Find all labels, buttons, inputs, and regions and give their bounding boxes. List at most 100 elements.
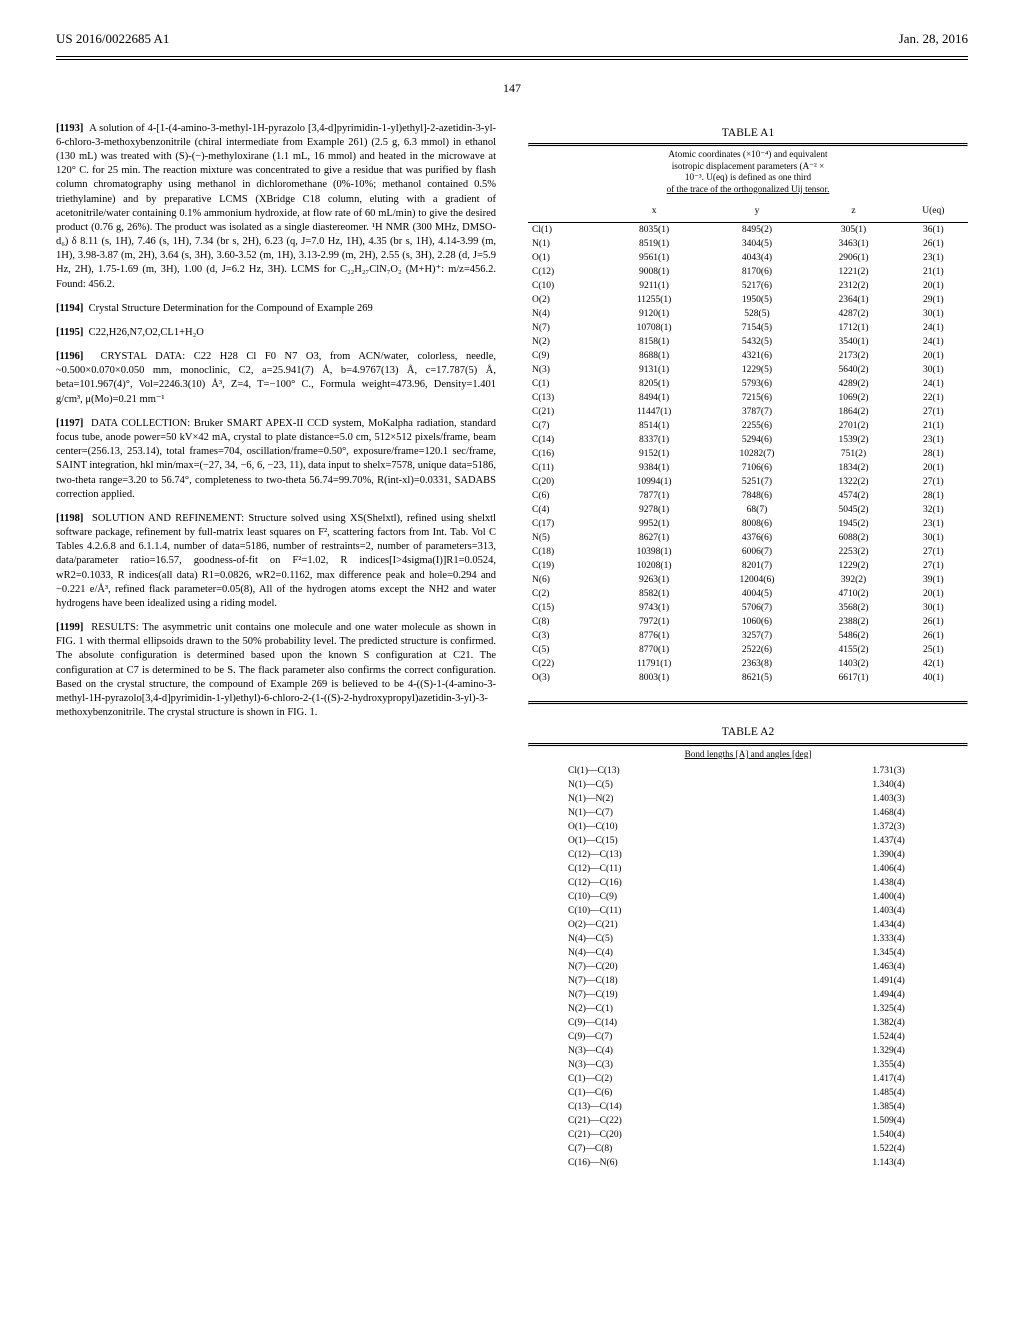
table-cell: C(21) <box>528 405 603 419</box>
table-cell: C(11) <box>528 461 603 475</box>
para-1199: [1199] RESULTS: The asymmetric unit cont… <box>56 621 496 720</box>
table-cell: 1.390(4) <box>711 848 968 862</box>
header-rule-thin <box>56 59 968 60</box>
table-cell: 1950(5) <box>706 293 809 307</box>
table-cell: 5793(6) <box>706 377 809 391</box>
doc-id: US 2016/0022685 A1 <box>56 30 169 48</box>
table-cell: N(7) <box>528 321 603 335</box>
table-cell: 27(1) <box>899 475 968 489</box>
table-cell: 5486(2) <box>808 629 898 643</box>
table-row: C(12)—C(11)1.406(4) <box>528 862 968 876</box>
table-cell: N(7)—C(18) <box>528 974 711 988</box>
right-column: TABLE A1 Atomic coordinates (×10⁻⁴) and … <box>528 122 968 1186</box>
table-row: Cl(1)—C(13)1.731(3) <box>528 764 968 778</box>
table-cell: 1.417(4) <box>711 1072 968 1086</box>
table-cell: C(17) <box>528 517 603 531</box>
table-cell: 24(1) <box>899 335 968 349</box>
table-cell: N(1) <box>528 237 603 251</box>
body-1194: Crystal Structure Determination for the … <box>89 303 373 314</box>
table-row: C(10)—C(11)1.403(4) <box>528 904 968 918</box>
table-row: N(7)—C(18)1.491(4) <box>528 974 968 988</box>
table-row: N(7)—C(20)1.463(4) <box>528 960 968 974</box>
table-cell: C(13) <box>528 391 603 405</box>
table-cell: 1.434(4) <box>711 918 968 932</box>
table-cell: 26(1) <box>899 615 968 629</box>
table-cell: 10708(1) <box>603 321 706 335</box>
ref-1193: [1193] <box>56 123 83 134</box>
table-cell: 30(1) <box>899 363 968 377</box>
a2-rule-mid <box>528 745 968 747</box>
table-cell: 1.491(4) <box>711 974 968 988</box>
table-cell: 28(1) <box>899 447 968 461</box>
table-cell: 1.355(4) <box>711 1058 968 1072</box>
table-cell: 1.406(4) <box>711 862 968 876</box>
table-cell: 1834(2) <box>808 461 898 475</box>
table-cell: C(4) <box>528 503 603 517</box>
table-row: C(22)11791(1)2363(8)1403(2)42(1) <box>528 657 968 671</box>
table-cell: 9120(1) <box>603 307 706 321</box>
table-row: C(6)7877(1)7848(6)4574(2)28(1) <box>528 489 968 503</box>
table-cell: 27(1) <box>899 545 968 559</box>
table-cell: 1712(1) <box>808 321 898 335</box>
table-cell: 6088(2) <box>808 531 898 545</box>
table-cell: 9952(1) <box>603 517 706 531</box>
table-cell: 9743(1) <box>603 601 706 615</box>
table-cell: 1403(2) <box>808 657 898 671</box>
table-cell: 32(1) <box>899 503 968 517</box>
table-cell: 24(1) <box>899 377 968 391</box>
table-cell: 1.329(4) <box>711 1044 968 1058</box>
table-row: O(2)—C(21)1.434(4) <box>528 918 968 932</box>
table-cell: 1.345(4) <box>711 946 968 960</box>
table-cell: 1539(2) <box>808 433 898 447</box>
ref-1198: [1198] <box>56 513 83 524</box>
a1-h4: U(eq) <box>899 199 968 222</box>
table-row: C(12)9008(1)8170(6)1221(2)21(1) <box>528 265 968 279</box>
table-cell: 20(1) <box>899 349 968 363</box>
table-cell: 22(1) <box>899 391 968 405</box>
table-cell: 1.438(4) <box>711 876 968 890</box>
table-cell: 2363(8) <box>706 657 809 671</box>
table-cell: 8170(6) <box>706 265 809 279</box>
a1-h2: y <box>706 199 809 222</box>
table-cell: O(1) <box>528 251 603 265</box>
table-cell: 5251(7) <box>706 475 809 489</box>
table-row: N(3)9131(1)1229(5)5640(2)30(1) <box>528 363 968 377</box>
table-cell: 1864(2) <box>808 405 898 419</box>
table-a1: x y z U(eq) Cl(1)8035(1)8495(2)305(1)36(… <box>528 199 968 685</box>
table-cell: 7972(1) <box>603 615 706 629</box>
table-row: C(15)9743(1)5706(7)3568(2)30(1) <box>528 601 968 615</box>
table-cell: 4155(2) <box>808 643 898 657</box>
table-cell: 1.372(3) <box>711 820 968 834</box>
table-cell: C(12)—C(13) <box>528 848 711 862</box>
table-row: C(9)—C(14)1.382(4) <box>528 1016 968 1030</box>
table-cell: 8003(1) <box>603 671 706 685</box>
table-cell: C(12)—C(11) <box>528 862 711 876</box>
table-cell: 2255(6) <box>706 419 809 433</box>
table-cell: 6617(1) <box>808 671 898 685</box>
table-cell: O(1)—C(15) <box>528 834 711 848</box>
table-row: C(16)9152(1)10282(7)751(2)28(1) <box>528 447 968 461</box>
a1-cap-l2: isotropic displacement parameters (A⁻² × <box>672 161 825 171</box>
table-cell: 1229(5) <box>706 363 809 377</box>
table-cell: N(2) <box>528 335 603 349</box>
table-cell: 30(1) <box>899 531 968 545</box>
table-cell: 3257(7) <box>706 629 809 643</box>
table-cell: 1.522(4) <box>711 1142 968 1156</box>
table-row: N(6)9263(1)12004(6)392(2)39(1) <box>528 573 968 587</box>
table-cell: 20(1) <box>899 279 968 293</box>
table-cell: 7106(6) <box>706 461 809 475</box>
table-cell: N(5) <box>528 531 603 545</box>
table-cell: 9131(1) <box>603 363 706 377</box>
table-cell: 8627(1) <box>603 531 706 545</box>
table-cell: 8008(6) <box>706 517 809 531</box>
table-cell: 1060(6) <box>706 615 809 629</box>
table-cell: 4043(4) <box>706 251 809 265</box>
table-cell: 1322(2) <box>808 475 898 489</box>
table-cell: C(9) <box>528 349 603 363</box>
table-cell: 8519(1) <box>603 237 706 251</box>
table-cell: 4321(6) <box>706 349 809 363</box>
table-row: C(1)8205(1)5793(6)4289(2)24(1) <box>528 377 968 391</box>
a1-cap-l3: 10⁻³. U(eq) is defined as one third <box>685 172 811 182</box>
table-cell: 7154(5) <box>706 321 809 335</box>
table-cell: C(8) <box>528 615 603 629</box>
